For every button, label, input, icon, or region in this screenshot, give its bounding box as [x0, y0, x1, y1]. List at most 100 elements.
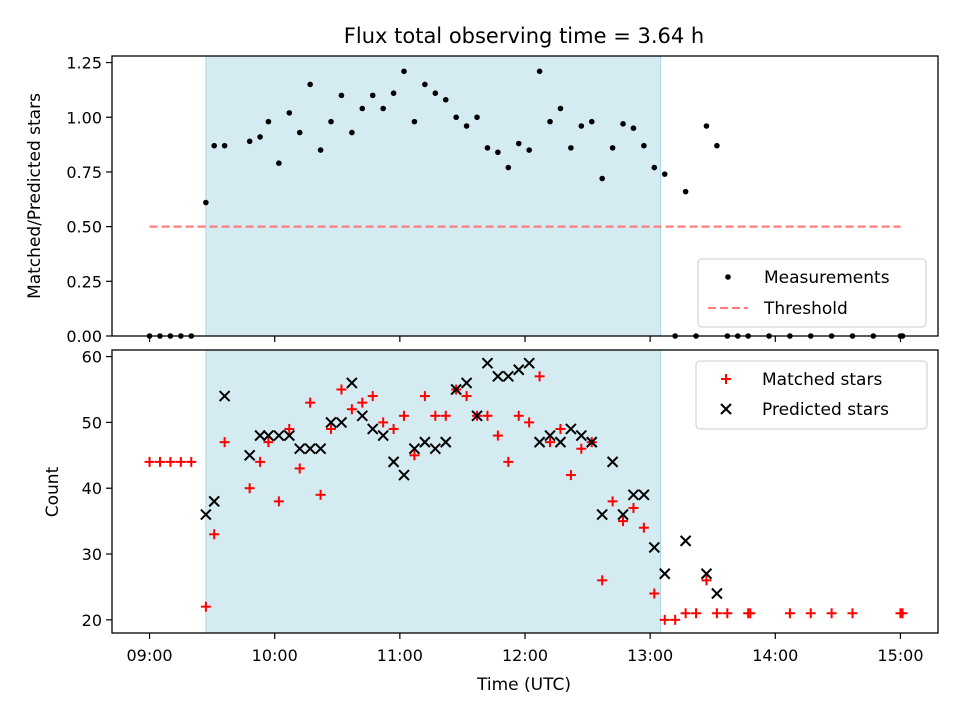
predicted-star-point — [638, 489, 650, 501]
legend-predicted-label: Predicted stars — [762, 400, 889, 420]
measurement-point — [609, 145, 616, 151]
matched-star-point — [680, 608, 691, 619]
predicted-star-point — [679, 535, 692, 547]
top-ytick-label: 1.25 — [66, 54, 102, 73]
predicted-star-point — [254, 429, 266, 442]
predicted-star-point — [304, 443, 316, 455]
measurement-point — [495, 149, 501, 156]
predicted-star-point — [367, 423, 379, 435]
measurement-point — [338, 92, 345, 99]
matched-star-point — [200, 601, 211, 612]
predicted-star-point — [262, 429, 275, 442]
matched-star-point — [175, 456, 186, 467]
predicted-star-point — [711, 587, 723, 600]
matched-star-point — [701, 575, 712, 586]
measurement-point — [557, 105, 564, 112]
measurement-point — [568, 145, 574, 151]
matched-star-point — [440, 410, 451, 421]
predicted-star-point — [273, 429, 285, 442]
matched-star-point — [430, 410, 441, 421]
top-legend-box — [697, 258, 927, 328]
matched-star-point — [336, 384, 347, 395]
measurement-point — [588, 118, 595, 125]
observing-span-shade — [205, 55, 662, 337]
bottom-xtick-label: 09:00 — [126, 646, 172, 665]
matched-star-point — [419, 391, 430, 402]
measurement-point — [474, 114, 480, 121]
matched-star-point — [847, 608, 858, 619]
matched-star-point — [315, 489, 326, 500]
measurement-point — [369, 92, 376, 99]
matched-star-point — [461, 391, 472, 402]
predicted-star-point — [218, 390, 231, 402]
measurement-point — [328, 118, 334, 125]
matched-star-point — [638, 522, 649, 533]
matched-star-point — [294, 463, 305, 474]
measurement-point — [714, 142, 720, 149]
measurement-point — [651, 164, 658, 171]
measurement-point — [401, 68, 407, 75]
legend-predicted-marker — [720, 403, 732, 415]
predicted-star-point — [513, 364, 525, 376]
matched-star-point — [186, 456, 197, 467]
matched-star-point — [154, 456, 165, 467]
matched-star-point — [346, 404, 357, 415]
measurement-point — [296, 129, 303, 136]
predicted-star-point — [523, 357, 535, 369]
legend-measurements-marker — [725, 274, 731, 280]
matched-star-point — [503, 456, 514, 467]
matched-star-point — [255, 456, 266, 467]
predicted-star-point — [565, 423, 577, 435]
matched-star-point — [691, 608, 702, 619]
chart-title: Flux total observing time = 3.64 h — [344, 24, 704, 48]
predicted-star-point — [450, 383, 462, 396]
predicted-star-point — [283, 429, 296, 442]
predicted-star-point — [408, 443, 421, 455]
matched-star-point — [826, 608, 837, 619]
bottom-xtick-label: 12:00 — [502, 646, 548, 665]
measurement-point — [422, 81, 428, 88]
predicted-star-point — [460, 377, 473, 389]
legend-matched-marker — [721, 374, 731, 384]
matched-star-point — [659, 614, 670, 625]
top-panel: 0.00 0.25 0.50 0.75 1.00 1.25 Matched/Predict… — [25, 54, 939, 346]
predicted-star-point — [335, 416, 348, 429]
top-ytick-label: 0.75 — [66, 163, 102, 182]
matched-star-point — [284, 423, 295, 434]
observing-span-shade — [205, 349, 662, 634]
predicted-star-point — [533, 436, 546, 448]
bottom-xtick-label: 10:00 — [252, 646, 298, 665]
predicted-star-point — [554, 436, 567, 448]
predicted-star-point — [617, 508, 629, 521]
matched-star-point — [670, 614, 681, 625]
predicted-star-point — [659, 568, 671, 580]
measurement-point — [411, 118, 418, 125]
measurement-point — [505, 164, 512, 171]
matched-star-point — [326, 423, 337, 434]
matched-star-point — [745, 608, 756, 619]
measurement-point — [515, 140, 522, 147]
legend-matched-label: Matched stars — [762, 370, 882, 390]
top-ytick-label: 1.00 — [66, 108, 102, 127]
predicted-star-point — [502, 370, 515, 383]
measurement-point — [442, 96, 449, 103]
predicted-star-point — [243, 449, 256, 462]
predicted-star-point — [325, 416, 337, 429]
matched-star-point — [165, 456, 176, 467]
measurement-point — [703, 123, 710, 129]
predicted-star-point — [544, 429, 556, 442]
matched-star-point — [263, 437, 274, 448]
predicted-star-point — [575, 429, 588, 442]
legend-matched-glyph — [721, 374, 731, 384]
measurement-point — [317, 147, 324, 153]
measurement-point — [380, 105, 386, 112]
measurement-point — [599, 175, 605, 182]
bottom-legend-box — [695, 360, 928, 430]
matched-star-point — [388, 423, 399, 434]
matched-star-point — [576, 443, 587, 454]
measurement-point — [630, 125, 637, 131]
measurement-point — [349, 129, 355, 136]
measurement-point — [641, 142, 647, 149]
measurement-point — [432, 90, 439, 96]
